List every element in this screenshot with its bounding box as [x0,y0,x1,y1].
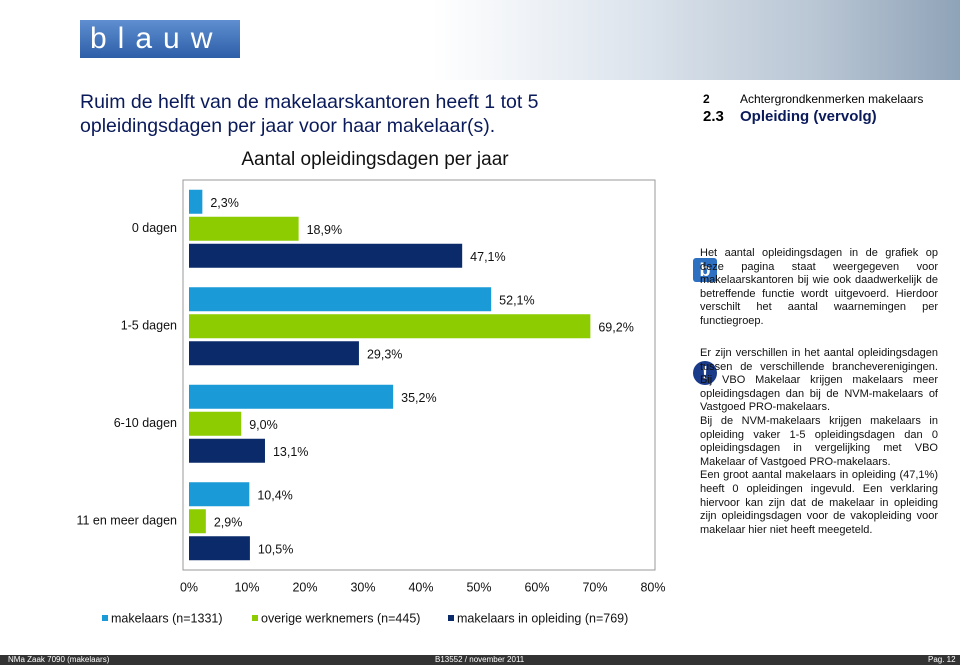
x-tick-label: 80% [640,580,665,594]
footer-left: NMa Zaak 7090 (makelaars) [8,655,110,664]
value-label: 9,0% [249,418,278,432]
bar [189,509,206,534]
value-label: 10,4% [257,489,292,503]
note-text: Het aantal opleidingsdagen in de grafiek… [700,247,938,327]
bar [189,411,242,436]
bar [189,243,463,268]
value-label: 2,3% [210,196,239,210]
legend-label: makelaars (n=1331) [111,611,223,625]
footer-center: B13552 / november 2011 [435,655,525,664]
x-tick-label: 10% [234,580,259,594]
legend-swatch [252,615,258,621]
value-label: 18,9% [307,223,342,237]
y-tick-label: 6-10 dagen [114,416,177,430]
value-label: 47,1% [470,250,505,264]
y-tick-label: 0 dagen [132,221,177,235]
note: Er zijn verschillen in het aantal opleid… [700,347,938,537]
plot-frame [182,179,656,571]
value-label: 10,5% [258,543,293,557]
value-label: 52,1% [499,294,534,308]
value-label: 35,2% [401,391,436,405]
svg-text:b: b [700,260,711,280]
slide-title: Ruim de helft van de makelaarskantoren h… [80,91,539,137]
note-text: Bij de NVM-makelaars krijgen makelaars i… [700,414,938,468]
note: Het aantal opleidingsdagen in de grafiek… [700,247,938,329]
bar [189,287,492,312]
logo: blauw [80,20,240,58]
x-tick-label: 20% [292,580,317,594]
legend-label: overige werknemers (n=445) [261,611,420,625]
x-tick-label: 70% [582,580,607,594]
legend-swatch [448,615,454,621]
note-text: Er zijn verschillen in het aantal opleid… [700,347,938,414]
value-label: 69,2% [598,321,633,335]
bar [189,438,265,463]
info-icon: b [693,258,717,282]
chart-title: Aantal opleidingsdagen per jaar [241,149,509,170]
section-number: 2 [703,92,710,106]
bar [189,482,250,507]
y-tick-label: 1-5 dagen [121,319,177,333]
subsection-title: Opleiding (vervolg) [740,108,877,125]
x-tick-label: 30% [350,580,375,594]
bar [189,314,591,339]
bar [189,341,359,366]
section-title: Achtergrondkenmerken makelaars [740,92,924,106]
subsection-number: 2.3 [703,108,724,125]
legend-label: makelaars in opleiding (n=769) [457,611,628,625]
x-tick-label: 0% [180,580,198,594]
x-tick-label: 50% [466,580,491,594]
warning-icon: ! [693,361,717,385]
footer-bar [0,655,960,665]
bar [189,384,394,409]
x-tick-label: 40% [408,580,433,594]
bar [189,189,203,214]
value-label: 13,1% [273,445,308,459]
note-text: Een groot aantal makelaars in opleiding … [700,469,938,536]
value-label: 29,3% [367,348,402,362]
value-label: 2,9% [214,516,243,530]
x-tick-label: 60% [524,580,549,594]
y-tick-label: 11 en meer dagen [76,514,177,528]
footer-right: Pag. 12 [928,655,956,664]
svg-text:!: ! [702,363,708,383]
legend-swatch [102,615,108,621]
bar [189,536,250,561]
bar [189,216,299,241]
